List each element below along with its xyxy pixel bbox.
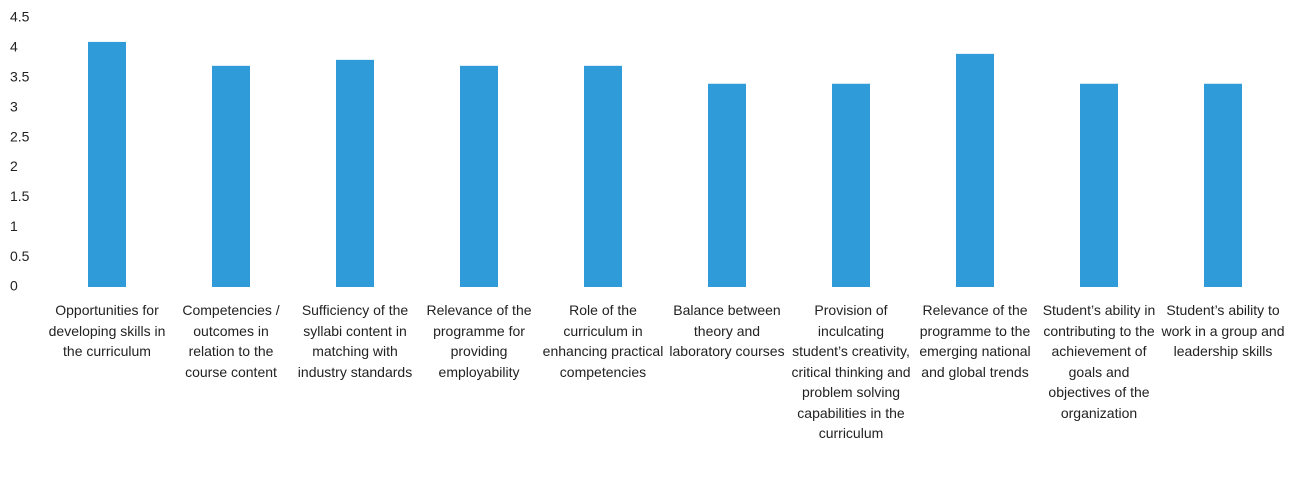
bar — [1080, 83, 1118, 287]
y-tick-label: 0.5 — [10, 248, 30, 264]
bar — [460, 65, 498, 287]
y-tick-label: 2.5 — [10, 128, 30, 144]
bar — [832, 83, 870, 287]
bar — [212, 65, 250, 287]
y-tick-label: 4.5 — [10, 9, 30, 25]
y-tick-label: 2 — [10, 158, 18, 174]
y-tick-label: 3 — [10, 98, 18, 114]
y-tick-label: 3.5 — [10, 68, 30, 84]
x-tick-label: Role of the curriculum in enhancing prac… — [542, 302, 664, 380]
bar — [1204, 83, 1242, 287]
x-tick-label: Student’s ability in contributing to the… — [1042, 302, 1156, 421]
x-tick-label: Opportunities for developing skills in t… — [48, 302, 166, 359]
y-tick-label: 4 — [10, 39, 18, 55]
bar — [584, 65, 622, 287]
y-tick-label: 0 — [10, 278, 18, 294]
bar — [336, 59, 374, 287]
bar — [708, 83, 746, 287]
y-tick-label: 1.5 — [10, 188, 30, 204]
x-tick-label: Sufficiency of the syllabi content in ma… — [297, 302, 413, 380]
x-tick-label: Relevance of the programme for providing… — [426, 302, 532, 380]
x-tick-label: Competencies / outcomes in relation to t… — [182, 302, 280, 380]
bar — [956, 53, 994, 287]
y-tick-label: 1 — [10, 218, 18, 234]
x-tick-label: Balance between theory and laboratory co… — [669, 302, 785, 359]
x-tick-label: Student’s ability to work in a group and… — [1161, 302, 1285, 359]
x-tick-label: Relevance of the programme to the emergi… — [919, 302, 1031, 380]
bar — [88, 41, 126, 288]
x-tick-label: Provision of inculcating student’s creat… — [791, 302, 911, 441]
